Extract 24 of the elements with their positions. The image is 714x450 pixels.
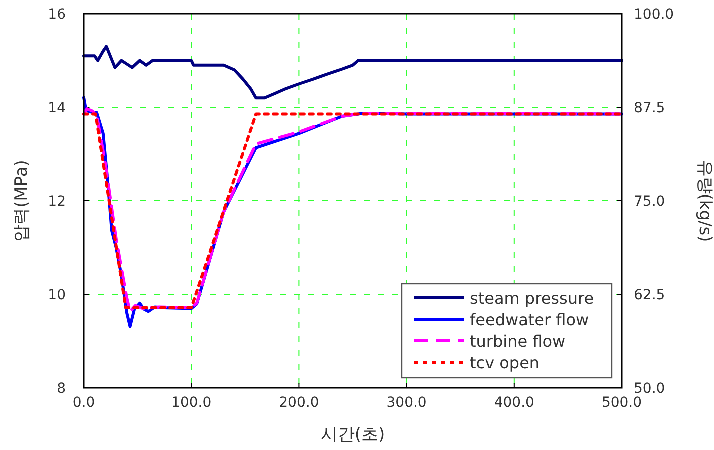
x-tick-label: 100.0	[172, 395, 212, 411]
legend-label: turbine flow	[470, 332, 566, 351]
x-tick-label: 0.0	[72, 395, 96, 411]
y2-tick-label: 50.0	[634, 381, 666, 397]
y-tick-label: 14	[48, 100, 66, 116]
x-tick-label: 200.0	[279, 395, 320, 411]
y2-tick-label: 87.5	[634, 100, 666, 116]
y2-tick-label: 100.0	[634, 7, 674, 23]
x-tick-label: 300.0	[386, 395, 427, 411]
y-axis-title: 압력(MPa)	[12, 160, 32, 242]
y2-axis-title: 유량(kg/s)	[695, 160, 714, 242]
legend-label: feedwater flow	[470, 310, 590, 330]
y2-tick-label: 62.5	[634, 288, 666, 304]
y-tick-label: 12	[48, 194, 66, 210]
line-series	[82, 45, 624, 100]
x-tick-label: 400.0	[494, 395, 534, 411]
y2-tick-label: 75.0	[634, 194, 666, 210]
y-tick-label: 10	[48, 288, 66, 304]
y-tick-label: 16	[48, 7, 66, 23]
x-tick-label: 500.0	[602, 395, 642, 411]
y-tick-label: 8	[57, 381, 66, 397]
legend-label: steam pressure	[470, 289, 594, 308]
x-axis-title: 시간(초)	[320, 425, 386, 445]
legend-label: tcv open	[470, 354, 540, 372]
